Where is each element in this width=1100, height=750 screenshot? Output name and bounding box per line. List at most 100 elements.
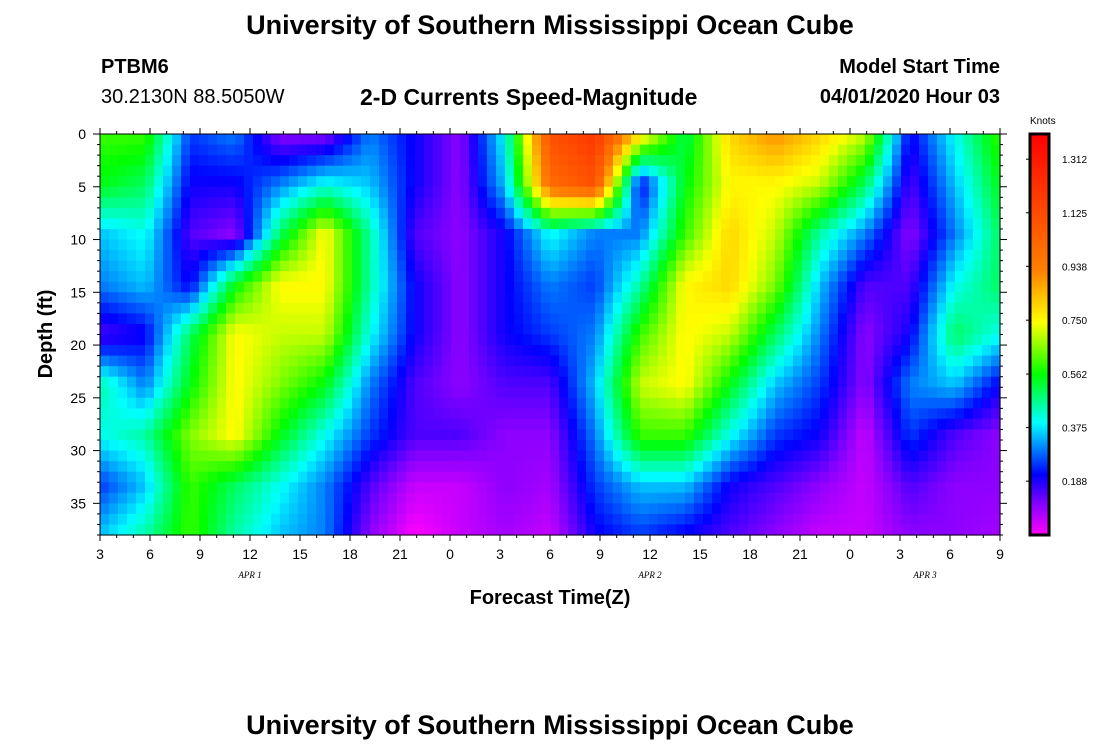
heatmap-cell: [856, 397, 866, 409]
heatmap-cell: [235, 250, 245, 262]
heatmap-cell: [883, 292, 893, 304]
heatmap-cell: [658, 250, 668, 262]
heatmap-cell: [361, 292, 371, 304]
heatmap-cell: [370, 134, 380, 146]
heatmap-cell: [505, 345, 515, 357]
heatmap-cell: [919, 186, 929, 198]
heatmap-cell: [487, 197, 497, 209]
heatmap-cell: [586, 165, 596, 177]
heatmap-cell: [208, 207, 218, 220]
heatmap-cell: [910, 524, 920, 536]
heatmap-cell: [298, 313, 308, 325]
heatmap-cell: [514, 366, 524, 378]
heatmap-cell: [118, 186, 128, 198]
heatmap-cell: [136, 281, 146, 293]
heatmap-cell: [568, 228, 578, 241]
heatmap-cell: [388, 302, 398, 314]
heatmap-cell: [289, 302, 299, 314]
heatmap-cell: [721, 302, 731, 314]
heatmap-cell: [694, 408, 704, 420]
heatmap-cell: [991, 450, 1001, 462]
heatmap-cell: [460, 292, 470, 304]
heatmap-cell: [370, 292, 380, 304]
heatmap-cell: [451, 134, 461, 146]
heatmap-cell: [154, 440, 164, 452]
heatmap-cell: [433, 471, 443, 483]
heatmap-cell: [262, 418, 272, 431]
heatmap-cell: [712, 186, 722, 198]
heatmap-cell: [487, 418, 497, 431]
heatmap-cell: [397, 218, 407, 230]
heatmap-cell: [739, 165, 749, 177]
heatmap-cell: [667, 313, 677, 325]
heatmap-cell: [793, 323, 803, 336]
heatmap-cell: [577, 418, 587, 431]
heatmap-cell: [280, 397, 290, 409]
heatmap-cell: [379, 176, 389, 188]
heatmap-cell: [676, 482, 686, 494]
heatmap-cell: [307, 134, 317, 146]
heatmap-cell: [172, 313, 182, 325]
heatmap-cell: [343, 450, 353, 462]
heatmap-cell: [802, 492, 812, 504]
heatmap-cell: [874, 387, 884, 399]
heatmap-cell: [451, 155, 461, 167]
heatmap-cell: [442, 387, 452, 399]
heatmap-cell: [154, 271, 164, 283]
heatmap-cell: [271, 461, 281, 473]
heatmap-cell: [982, 461, 992, 473]
heatmap-cell: [334, 334, 344, 346]
heatmap-cell: [109, 250, 119, 262]
heatmap-cell: [766, 450, 776, 462]
heatmap-cell: [973, 155, 983, 167]
heatmap-cell: [946, 334, 956, 346]
heatmap-cell: [982, 176, 992, 188]
heatmap-cell: [667, 250, 677, 262]
heatmap-cell: [307, 302, 317, 314]
heatmap-cell: [181, 155, 191, 167]
heatmap-cell: [622, 450, 632, 462]
heatmap-cell: [127, 387, 137, 399]
heatmap-cell: [901, 186, 911, 198]
heatmap-cell: [235, 376, 245, 388]
heatmap-cell: [415, 228, 425, 241]
heatmap-cell: [505, 524, 515, 536]
heatmap-cell: [946, 461, 956, 473]
heatmap-cell: [820, 429, 830, 441]
heatmap-cell: [991, 239, 1001, 251]
heatmap-cell: [334, 503, 344, 515]
heatmap-cell: [694, 471, 704, 483]
heatmap-cell: [298, 418, 308, 431]
heatmap-cell: [964, 155, 974, 167]
heatmap-cell: [262, 323, 272, 336]
heatmap-cell: [712, 429, 722, 441]
heatmap-cell: [820, 492, 830, 504]
heatmap-cell: [100, 513, 110, 526]
heatmap-cell: [262, 408, 272, 420]
heatmap-cell: [406, 207, 416, 220]
heatmap-cell: [244, 492, 254, 504]
heatmap-cell: [451, 144, 461, 156]
heatmap-cell: [280, 271, 290, 283]
heatmap-cell: [910, 418, 920, 431]
heatmap-cell: [739, 429, 749, 441]
heatmap-cell: [568, 387, 578, 399]
heatmap-cell: [388, 492, 398, 504]
heatmap-cell: [604, 418, 614, 431]
heatmap-cell: [280, 228, 290, 241]
heatmap-cell: [946, 482, 956, 494]
heatmap-cell: [991, 440, 1001, 452]
heatmap-cell: [946, 429, 956, 441]
heatmap-cell: [379, 260, 389, 272]
heatmap-cell: [118, 355, 128, 367]
heatmap-cell: [217, 397, 227, 409]
heatmap-cell: [604, 134, 614, 146]
heatmap-cell: [514, 492, 524, 504]
heatmap-cell: [847, 281, 857, 293]
heatmap-cell: [307, 281, 317, 293]
heatmap-cell: [550, 334, 560, 346]
heatmap-cell: [352, 323, 362, 336]
heatmap-cell: [487, 387, 497, 399]
heatmap-cell: [748, 239, 758, 251]
heatmap-cell: [442, 355, 452, 367]
